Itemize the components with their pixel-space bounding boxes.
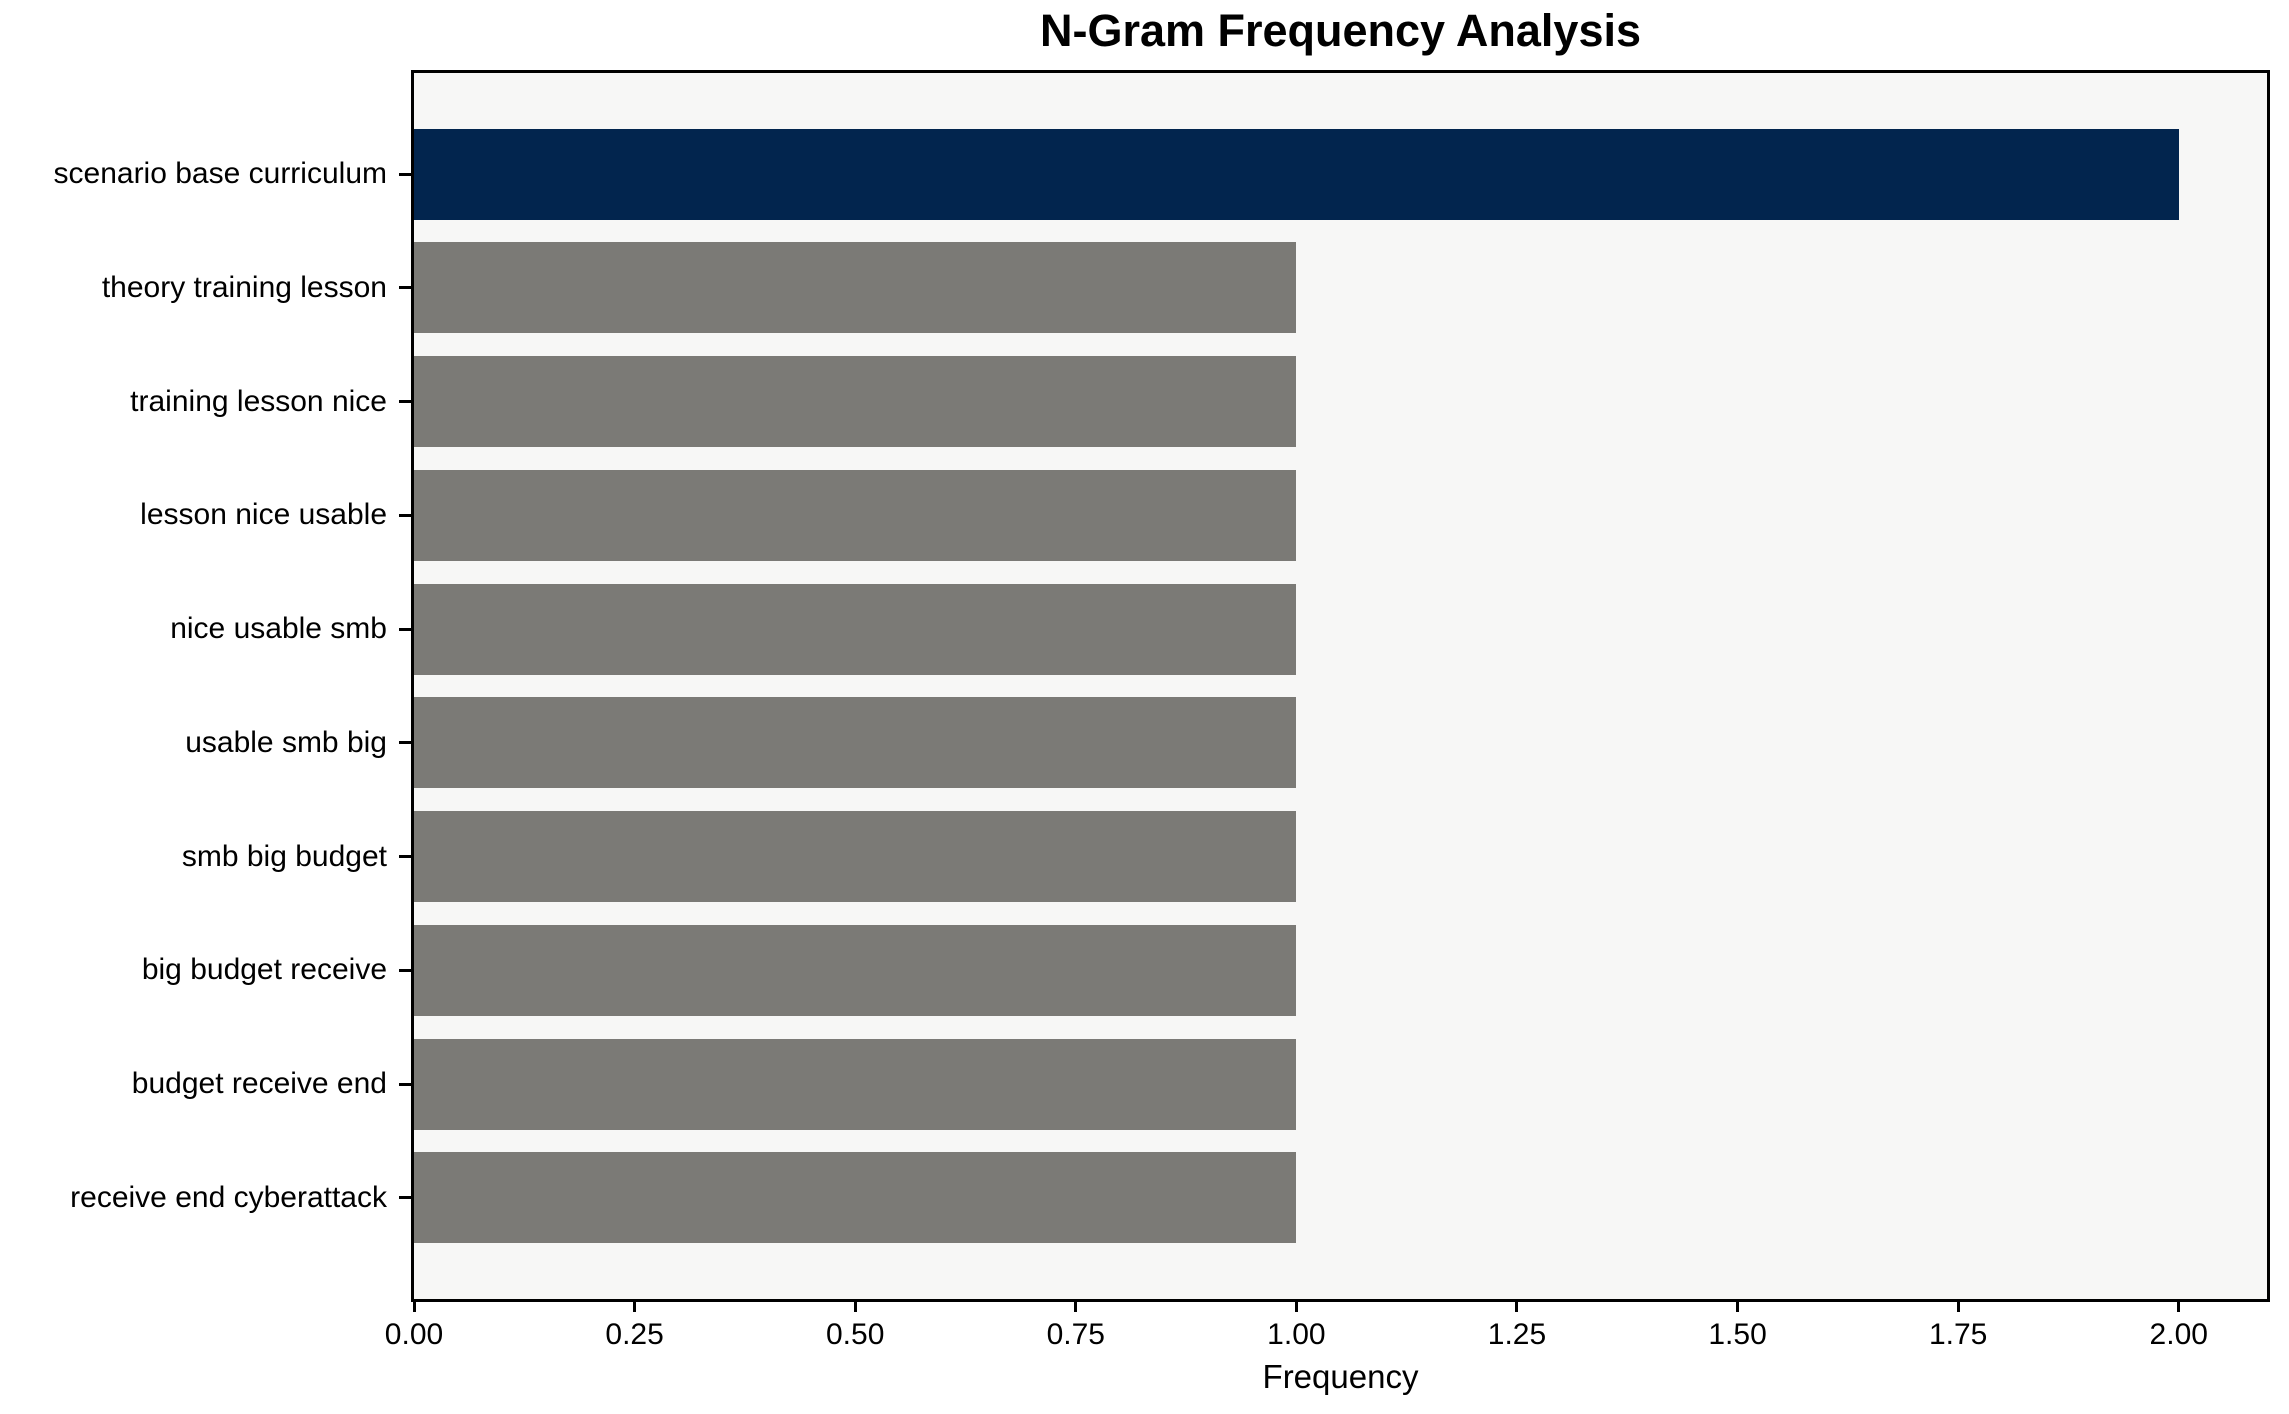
bar-usable-smb-big: [414, 697, 1297, 789]
y-tick-label: big budget receive: [141, 953, 387, 987]
x-tick-mark: [2177, 1302, 2181, 1312]
x-tick-mark: [853, 1302, 857, 1312]
x-tick-label: 0.75: [1046, 1318, 1105, 1351]
bar-receive-end-cyberattack: [414, 1152, 1297, 1244]
x-tick-label: 1.50: [1708, 1318, 1767, 1351]
y-tick-mark: [399, 627, 411, 631]
x-tick-label: 0.50: [825, 1318, 885, 1351]
bar-big-budget-receive: [414, 924, 1297, 1016]
chart-title: N-Gram Frequency Analysis: [1039, 5, 1642, 56]
x-tick-mark: [633, 1302, 637, 1312]
y-tick-label: theory training lesson: [101, 270, 387, 304]
y-tick-label: usable smb big: [185, 725, 387, 759]
y-tick-label: receive end cyberattack: [70, 1180, 387, 1214]
x-axis-label: Frequency: [1262, 1358, 1419, 1395]
x-tick-mark: [412, 1302, 416, 1312]
x-tick-label: 1.25: [1487, 1318, 1547, 1351]
y-tick-mark: [399, 1082, 411, 1086]
x-tick-label: 0.25: [605, 1318, 664, 1351]
x-tick-mark: [1736, 1302, 1740, 1312]
y-tick-mark: [399, 400, 411, 404]
x-tick-label: 1.00: [1267, 1318, 1326, 1351]
bar-lesson-nice-usable: [414, 469, 1297, 561]
x-tick-label: 2.00: [2149, 1318, 2208, 1351]
y-tick-label: lesson nice usable: [140, 498, 387, 532]
y-tick-mark: [399, 513, 411, 517]
y-tick-label: nice usable smb: [170, 612, 387, 646]
bar-training-lesson-nice: [414, 356, 1297, 448]
y-tick-label: training lesson nice: [130, 384, 387, 418]
x-tick-mark: [1515, 1302, 1519, 1312]
y-tick-mark: [399, 1196, 411, 1200]
x-tick-mark: [1074, 1302, 1078, 1312]
y-tick-label: budget receive end: [131, 1067, 387, 1101]
y-tick-label: smb big budget: [181, 839, 387, 873]
x-tick-label: 1.75: [1928, 1318, 1988, 1351]
bar-theory-training-lesson: [414, 242, 1297, 334]
x-tick-mark: [1956, 1302, 1960, 1312]
bar-scenario-base-curriculum: [414, 128, 2179, 220]
y-tick-mark: [399, 172, 411, 176]
x-tick-label: 0.00: [384, 1318, 444, 1351]
x-tick-mark: [1294, 1302, 1298, 1312]
y-tick-mark: [399, 286, 411, 290]
bar-budget-receive-end: [414, 1038, 1297, 1130]
y-tick-mark: [399, 855, 411, 859]
bar-nice-usable-smb: [414, 583, 1297, 675]
bar-smb-big-budget: [414, 811, 1297, 903]
y-tick-mark: [399, 968, 411, 972]
y-tick-mark: [399, 741, 411, 745]
y-tick-label: scenario base curriculum: [53, 157, 387, 191]
plot-area: [411, 70, 2270, 1302]
